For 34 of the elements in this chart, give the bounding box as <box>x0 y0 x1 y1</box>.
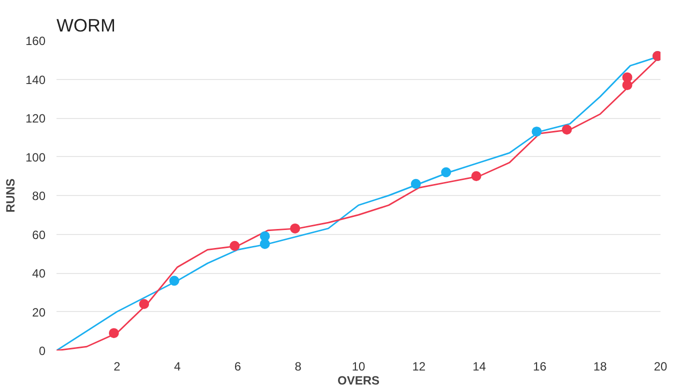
y-tick-label: 140 <box>25 72 46 87</box>
point <box>290 223 300 234</box>
x-tick-label: 4 <box>174 360 181 374</box>
x-tick-label: 12 <box>412 360 426 374</box>
point <box>532 126 542 137</box>
point <box>622 72 632 82</box>
point <box>260 231 270 242</box>
point <box>139 299 150 309</box>
point <box>230 240 240 251</box>
chart-title: WORM <box>56 16 116 36</box>
y-tick-label: 80 <box>32 189 46 203</box>
y-tick-label: 20 <box>32 305 46 320</box>
x-tick-label: 18 <box>593 360 608 374</box>
x-tick-label: 16 <box>533 360 547 374</box>
point <box>471 171 482 182</box>
y-tick-label: 160 <box>25 34 46 48</box>
y-tick-label: 120 <box>25 112 46 126</box>
x-tick-label: 14 <box>472 360 486 374</box>
point <box>169 276 180 286</box>
point <box>441 167 452 178</box>
x-tick-label: 6 <box>234 360 242 374</box>
y-tick-label: 60 <box>32 228 46 242</box>
y-tick-label: 100 <box>25 150 46 164</box>
point <box>410 178 421 189</box>
x-tick-label: 20 <box>654 360 668 374</box>
point <box>108 328 119 338</box>
y-tick-label: 40 <box>32 266 46 280</box>
y-tick-label: 0 <box>38 344 46 358</box>
x-tick-label: 2 <box>114 360 121 374</box>
y-axis-title: RUNS <box>3 178 18 212</box>
x-tick-label: 8 <box>294 360 302 374</box>
x-tick-label: 10 <box>352 360 366 374</box>
x-axis-title: OVERS <box>337 374 380 388</box>
point <box>562 124 572 135</box>
